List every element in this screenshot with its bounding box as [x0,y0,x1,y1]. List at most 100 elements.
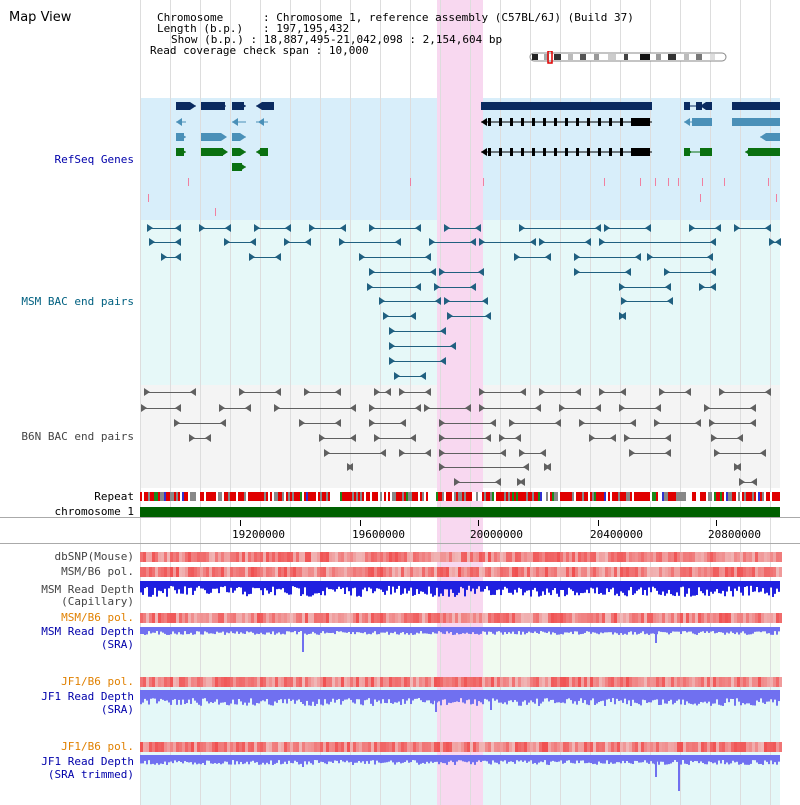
repeat-element [730,492,732,501]
read-depth-bar [684,690,686,705]
polymorphism-cell [605,552,608,562]
jf1-depth-trim-label[interactable]: JF1 Read Depth [41,755,134,768]
read-depth-bar [346,755,348,761]
polymorphism-cell [737,567,740,577]
strand-arrow [385,388,391,396]
read-depth-bar [246,581,248,597]
msm-depth-sra-label[interactable]: MSM Read Depth [41,625,134,638]
chromosome-ideogram[interactable] [528,51,730,65]
polymorphism-cell [500,742,503,752]
polymorphism-cell [371,742,374,752]
b6n-bac-track-label[interactable]: B6N BAC end pairs [21,430,134,443]
strand-arrow [199,224,205,232]
read-depth-bar [250,755,252,762]
repeat-element [682,492,684,501]
polymorphism-cell [623,677,626,687]
read-depth-bar [658,690,660,706]
polymorphism-cell [653,742,656,752]
read-depth-bar [648,690,650,703]
polymorphism-cell [761,677,764,687]
read-depth-bar [756,755,758,763]
jf1-b6-pol-track-label[interactable]: JF1/B6 pol. [61,675,134,688]
read-depth-bar [430,627,432,635]
read-depth-bar [334,755,336,761]
read-depth-bar [690,627,692,632]
msm-bac-track-label[interactable]: MSM BAC end pairs [21,295,134,308]
strand-arrow [380,449,386,457]
polymorphism-cell [608,742,611,752]
read-depth-bar [508,581,510,593]
read-depth-bar [668,690,670,702]
polymorphism-cell [338,613,341,623]
read-depth-bar [650,690,652,703]
repeat-element [408,492,410,501]
read-depth-bar [178,581,180,590]
repeat-element [538,492,540,501]
polymorphism-cell [437,567,440,577]
polymorphism-cell [185,742,188,752]
repeat-element [610,492,612,501]
read-depth-bar [370,755,372,761]
polymorphism-cell [449,567,452,577]
read-depth-bar [196,581,198,588]
polymorphism-cell [278,567,281,577]
read-depth-bar [540,690,542,704]
polymorphism-cell [410,613,413,623]
read-depth-bar [458,627,460,635]
refseq-track-label[interactable]: RefSeq Genes [54,153,134,166]
read-depth-bar [686,627,688,633]
read-depth-bar [740,581,742,593]
jf1-depth-sra-label[interactable]: JF1 Read Depth [41,690,134,703]
repeat-element [280,492,282,501]
chromosome-track-label[interactable]: chromosome 1 [54,505,134,518]
strand-arrow [400,419,406,427]
read-depth-bar [706,690,708,704]
read-depth-bar [254,627,256,635]
polymorphism-cell [761,552,764,562]
read-depth-bar [494,581,496,595]
read-depth-bar [346,627,348,633]
polymorphism-cell [332,567,335,577]
strand-arrow [299,419,305,427]
read-depth-bar [450,690,452,704]
repeat-track-label[interactable]: Repeat [94,490,134,503]
repeat-element [578,492,580,501]
read-depth-bar [290,690,292,701]
read-depth-bar [516,581,518,593]
msm-depth-capillary-label[interactable]: MSM Read Depth [41,583,134,596]
repeat-element [430,492,432,501]
polymorphism-cell [269,613,272,623]
polymorphism-cell [614,613,617,623]
polymorphism-cell [140,613,143,623]
read-depth-bar [372,581,374,594]
jf1-b6-pol-trim-track-label[interactable]: JF1/B6 pol. [61,740,134,753]
read-depth-bar [250,581,252,594]
read-depth-bar [636,755,638,761]
repeat-element [414,492,416,501]
polymorphism-cell [353,552,356,562]
repeat-element [394,492,396,501]
read-depth-bar [666,690,668,704]
msm-b6-pol-track-label[interactable]: MSM/B6 pol. [61,565,134,578]
dbsnp-track-label[interactable]: dbSNP(Mouse) [54,550,134,563]
info-chromosome-row: Chromosome : Chromosome 1, reference ass… [157,11,634,24]
repeat-element [200,492,202,501]
read-depth-bar [142,581,144,595]
polymorphism-cell [668,567,671,577]
read-depth-bar [610,755,612,763]
msm-b6-pol-sra-track-label[interactable]: MSM/B6 pol. [61,611,134,624]
polymorphism-cell [773,567,776,577]
polymorphism-cell [545,742,548,752]
repeat-element [594,492,596,501]
polymorphism-cell [482,552,485,562]
read-depth-bar [342,690,344,702]
polymorphism-cell [446,567,449,577]
polymorphism-cell [728,552,731,562]
polymorphism-cell [383,552,386,562]
repeat-element [554,492,556,501]
read-depth-bar [514,581,516,590]
polymorphism-cell [416,613,419,623]
read-depth-bar [166,581,168,597]
polymorphism-cell [374,552,377,562]
